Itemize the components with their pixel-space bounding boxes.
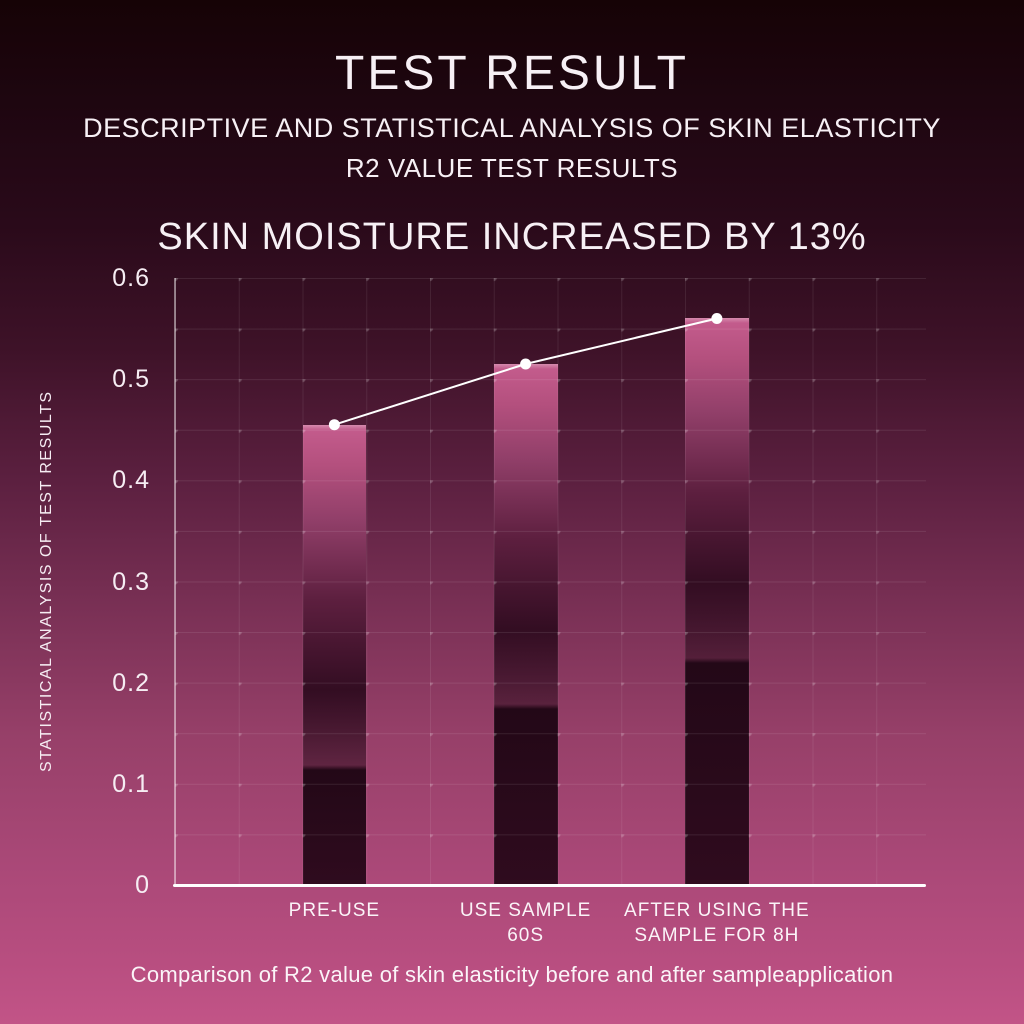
chart-caption: Comparison of R2 value of skin elasticit… [130,962,894,987]
page-title: TEST RESULT [335,47,689,100]
bar-0 [302,424,367,885]
x-category-label-1: USE SAMPLE 60S [459,900,592,946]
data-point-marker-0 [328,419,340,431]
y-tick-label-0.2: 0.2 [112,668,150,697]
bar-1 [493,364,558,885]
page-subtitle-line1: DESCRIPTIVE AND STATISTICAL ANALYSIS OF … [83,113,941,143]
x-category-label-2: AFTER USING THE SAMPLE FOR 8H [624,900,810,946]
trend-line-overlay [328,312,723,431]
page-subtitle-line2: R2 VALUE TEST RESULTS [345,153,679,183]
x-axis-line [173,884,926,887]
x-category-label-0: PRE-USE [288,900,381,921]
y-tick-label-0.6: 0.6 [112,264,150,292]
chart-title: SKIN MOISTURE INCREASED BY 13% [157,216,867,258]
data-point-marker-2 [711,312,723,324]
data-point-marker-1 [520,358,532,370]
y-tick-label-0.4: 0.4 [112,466,150,495]
y-axis-line [174,278,176,885]
bar-2 [685,318,749,885]
y-tick-label-0.3: 0.3 [112,567,150,596]
trend-line [334,317,718,426]
y-tick-label-0: 0 [135,871,150,899]
bar-chart-plot-area: 0 0.1 0.2 0.3 0.4 0.5 0.6 PRE-USE USE SAMPLE 60S… [112,264,926,946]
y-tick-label-0.1: 0.1 [112,769,150,798]
y-tick-label-0.5: 0.5 [112,365,150,394]
